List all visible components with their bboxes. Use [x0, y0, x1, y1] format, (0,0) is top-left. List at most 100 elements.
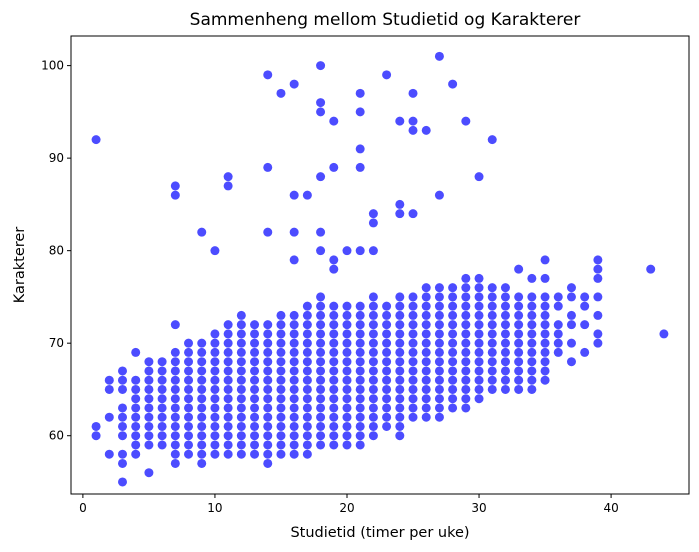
data-point: [527, 338, 537, 348]
data-point: [131, 412, 141, 422]
data-point: [474, 301, 484, 311]
data-point: [355, 162, 365, 172]
data-point: [210, 357, 220, 367]
data-point: [342, 366, 352, 376]
data-point: [289, 310, 299, 320]
data-point: [395, 357, 405, 367]
data-point: [421, 347, 431, 357]
data-point: [118, 375, 127, 385]
data-point: [118, 384, 127, 394]
data-point: [434, 283, 444, 293]
data-point: [461, 338, 471, 348]
data-point: [421, 292, 431, 302]
data-point: [250, 366, 260, 376]
data-point: [355, 88, 365, 98]
data-point: [421, 329, 431, 339]
data-point: [210, 403, 220, 413]
data-point: [316, 98, 326, 108]
data-point: [197, 440, 207, 450]
data-point: [382, 366, 392, 376]
data-point: [527, 301, 537, 311]
data-point: [553, 292, 563, 302]
data-point: [395, 366, 405, 376]
plot-frame: [70, 35, 690, 495]
data-point: [263, 421, 273, 431]
data-point: [368, 338, 378, 348]
data-point: [382, 70, 392, 80]
data-point: [276, 384, 286, 394]
data-point: [580, 347, 590, 357]
data-point: [223, 394, 233, 404]
x-tick-label: 40: [603, 501, 618, 515]
data-point: [527, 357, 537, 367]
data-point: [316, 172, 326, 182]
data-point: [276, 412, 286, 422]
data-point: [434, 329, 444, 339]
data-point: [302, 375, 312, 385]
data-point: [474, 320, 484, 330]
data-point: [289, 449, 299, 459]
data-point: [131, 375, 141, 385]
data-point: [566, 357, 576, 367]
data-point: [461, 292, 471, 302]
data-point: [157, 421, 167, 431]
data-point: [157, 440, 167, 450]
data-point: [289, 412, 299, 422]
data-point: [368, 209, 378, 219]
data-point: [368, 421, 378, 431]
data-point: [540, 375, 550, 385]
data-point: [342, 421, 352, 431]
data-point: [250, 403, 260, 413]
data-point: [461, 310, 471, 320]
data-point: [395, 338, 405, 348]
data-point: [263, 394, 273, 404]
data-point: [316, 412, 326, 422]
x-axis-label: Studietid (timer per uke): [290, 525, 469, 541]
data-point: [329, 384, 339, 394]
data-point: [500, 292, 510, 302]
data-point: [408, 357, 418, 367]
data-point: [131, 440, 141, 450]
data-point: [382, 357, 392, 367]
data-point: [329, 162, 339, 172]
data-point: [355, 375, 365, 385]
data-point: [434, 190, 444, 200]
data-point: [368, 246, 378, 256]
data-point: [540, 301, 550, 311]
data-point: [342, 412, 352, 422]
data-point: [289, 338, 299, 348]
data-point: [474, 273, 484, 283]
data-point: [382, 320, 392, 330]
data-point: [487, 347, 497, 357]
data-point: [197, 347, 207, 357]
data-point: [421, 366, 431, 376]
data-point: [566, 283, 576, 293]
data-point: [144, 357, 154, 367]
data-point: [157, 384, 167, 394]
data-point: [395, 199, 405, 209]
y-tick-label: 100: [41, 59, 64, 73]
data-point: [527, 329, 537, 339]
data-point: [276, 357, 286, 367]
data-point: [474, 366, 484, 376]
data-point: [263, 329, 273, 339]
data-point: [421, 412, 431, 422]
data-point: [250, 384, 260, 394]
data-point: [289, 431, 299, 441]
data-point: [593, 292, 603, 302]
data-point: [170, 190, 180, 200]
data-point: [157, 394, 167, 404]
data-point: [236, 338, 246, 348]
data-point: [368, 412, 378, 422]
data-point: [355, 431, 365, 441]
data-point: [210, 431, 220, 441]
chart-title: Sammenheng mellom Studietid og Karaktere…: [190, 10, 581, 30]
data-point: [514, 375, 524, 385]
data-point: [434, 320, 444, 330]
data-point: [434, 51, 444, 61]
data-point: [355, 329, 365, 339]
data-point: [276, 431, 286, 441]
data-point: [355, 347, 365, 357]
data-point: [170, 394, 180, 404]
data-point: [540, 366, 550, 376]
